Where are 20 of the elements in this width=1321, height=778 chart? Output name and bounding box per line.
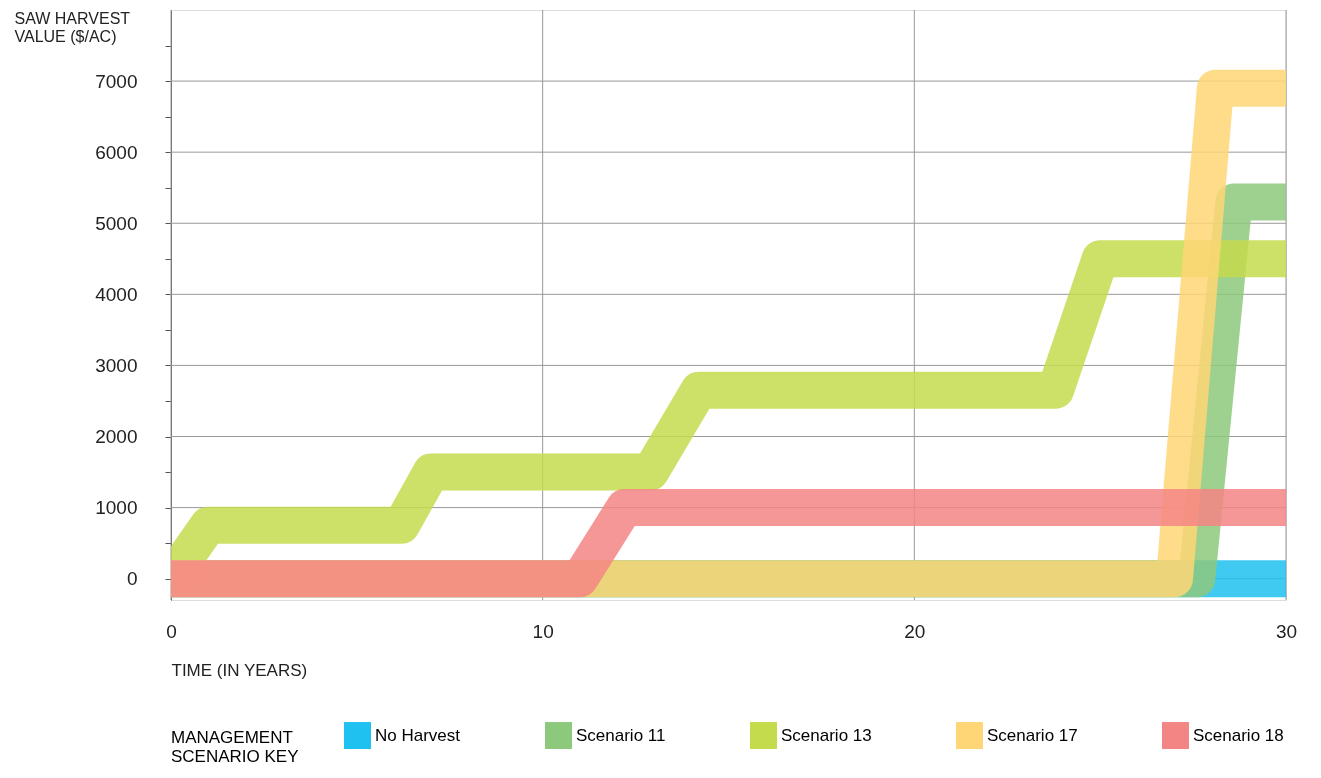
x-axis-title: TIME (IN YEARS) — [171, 660, 308, 680]
x-tick-label: 10 — [532, 620, 554, 642]
y-tick-label: 3000 — [95, 354, 138, 376]
y-tick-label: 1000 — [95, 497, 138, 519]
legend-label: No Harvest — [375, 725, 461, 745]
x-tick-label: 0 — [166, 620, 177, 642]
y-tick-label: 5000 — [95, 212, 138, 234]
legend-label: Scenario 18 — [1193, 725, 1284, 745]
y-tick-label: 0 — [126, 568, 138, 590]
x-tick-label: 20 — [904, 620, 926, 642]
legend-label: Scenario 13 — [781, 725, 872, 745]
x-tick-label: 30 — [1275, 620, 1298, 642]
y-tick-label: 4000 — [95, 283, 138, 305]
legend-title: MANAGEMENT SCENARIO KEY — [171, 728, 299, 766]
y-tick-label: 7000 — [95, 70, 138, 92]
y-tick-label: 6000 — [95, 141, 138, 163]
y-axis-title: SAW HARVEST VALUE ($/AC) — [14, 9, 131, 45]
legend-label: Scenario 11 — [576, 725, 666, 745]
legend-label: Scenario 17 — [987, 725, 1078, 745]
y-tick-label: 2000 — [95, 426, 138, 448]
